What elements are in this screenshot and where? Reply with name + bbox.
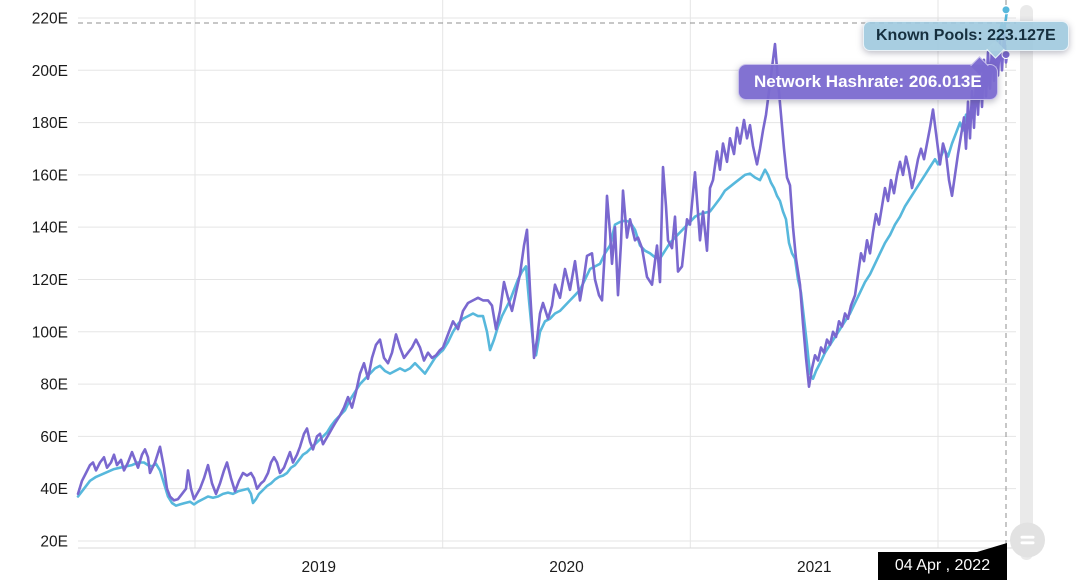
y-axis-tick-label: 60E (40, 429, 68, 446)
known-pools-point-marker (1001, 5, 1011, 15)
scrollbar-handle-grip-line (1020, 535, 1035, 539)
tooltip-known-pools-text: Known Pools: 223.127E (876, 27, 1056, 44)
y-axis-tick-label: 200E (32, 63, 68, 80)
series-line-known-pools (76, 8, 1009, 507)
scrollbar-handle-grip-line (1020, 541, 1035, 545)
y-axis-tick-label: 180E (32, 115, 68, 132)
y-axis-tick-label: 100E (32, 324, 68, 341)
y-axis-tick-label: 140E (32, 220, 68, 237)
series-line-network-hashrate (76, 32, 1009, 502)
y-axis-tick-label: 40E (40, 481, 68, 498)
scrollbar-handle[interactable] (1010, 522, 1045, 558)
y-axis-tick-label: 20E (40, 533, 68, 550)
x-axis-year-label: 2019 (302, 559, 336, 576)
tooltip-network-hashrate: Network Hashrate: 206.013E (738, 64, 998, 100)
network-hashrate-point-marker (1001, 50, 1011, 60)
x-axis-year-label: 2021 (797, 559, 831, 576)
y-axis-tick-label: 80E (40, 377, 68, 394)
crosshair-date-flag: 04 Apr , 2022 (878, 543, 1007, 580)
x-axis-year-label: 2020 (549, 559, 584, 576)
scrollbar-track[interactable] (1020, 5, 1033, 560)
y-axis-tick-label: 220E (32, 11, 68, 28)
tooltip-network-hashrate-text: Network Hashrate: 206.013E (754, 72, 982, 91)
y-axis-tick-label: 160E (32, 167, 68, 184)
y-axis-tick-label: 120E (32, 272, 68, 289)
crosshair-date-text: 04 Apr , 2022 (894, 557, 991, 574)
tooltip-known-pools: Known Pools: 223.127E (863, 21, 1069, 51)
